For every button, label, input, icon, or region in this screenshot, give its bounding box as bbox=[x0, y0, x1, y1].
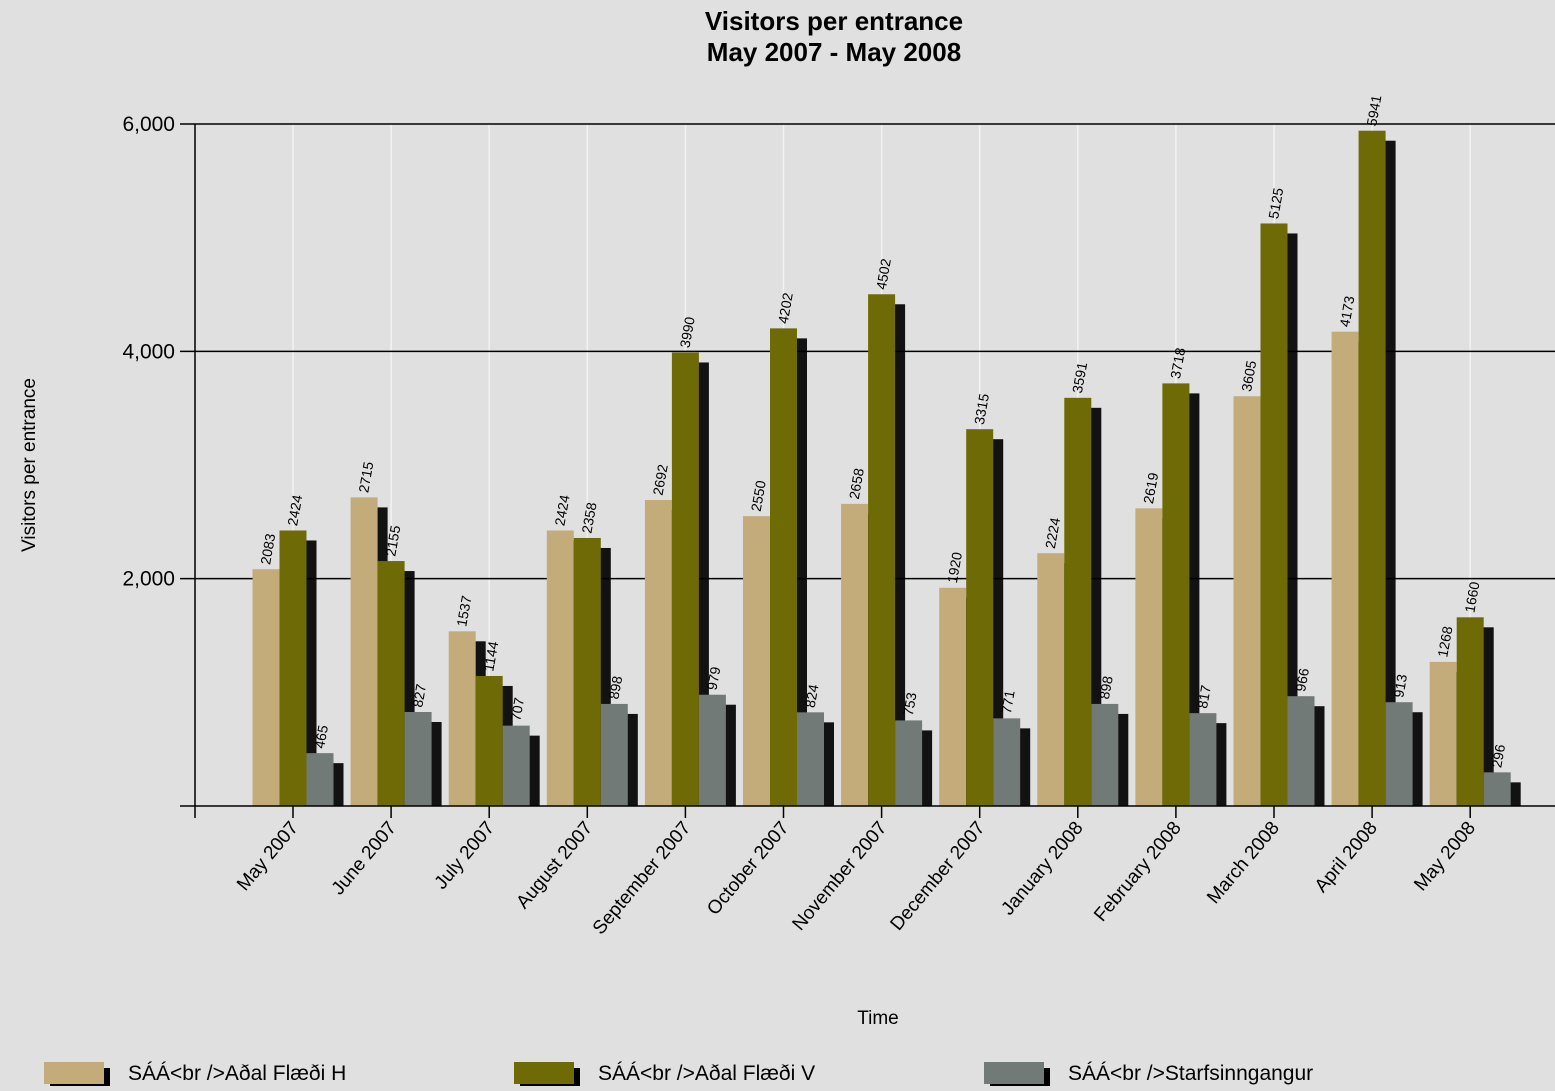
bar bbox=[1091, 703, 1119, 806]
bar bbox=[1456, 617, 1484, 806]
data-label: 2224 bbox=[1042, 516, 1063, 550]
data-label: 2358 bbox=[578, 501, 599, 535]
bar bbox=[279, 530, 307, 806]
bar bbox=[797, 712, 824, 806]
bar bbox=[600, 703, 628, 806]
data-label: 3315 bbox=[971, 392, 992, 426]
data-label: 3605 bbox=[1238, 359, 1259, 393]
data-label: 979 bbox=[704, 665, 724, 691]
bar bbox=[475, 675, 503, 806]
data-label: 1537 bbox=[453, 594, 474, 628]
bar bbox=[306, 753, 334, 806]
data-label: 296 bbox=[1488, 743, 1508, 769]
y-tick-label: 4,000 bbox=[122, 340, 175, 363]
data-label: 2424 bbox=[551, 493, 572, 527]
bar bbox=[1287, 696, 1315, 806]
bar bbox=[841, 503, 869, 806]
bar bbox=[448, 631, 476, 806]
data-label: 5941 bbox=[1363, 94, 1384, 128]
bar bbox=[993, 718, 1021, 806]
data-label: 2083 bbox=[257, 532, 278, 566]
data-label: 5125 bbox=[1265, 186, 1286, 220]
data-label: 1144 bbox=[480, 640, 501, 673]
data-label: 3990 bbox=[677, 315, 698, 349]
bar bbox=[404, 711, 432, 806]
bar bbox=[1037, 553, 1065, 806]
data-label: 4502 bbox=[873, 257, 894, 291]
legend-swatch bbox=[514, 1062, 574, 1084]
bar bbox=[573, 537, 601, 806]
legend-label: SÁÁ<br />Aðal Flæði V bbox=[598, 1062, 815, 1085]
bar bbox=[770, 328, 797, 806]
data-label: 707 bbox=[507, 696, 527, 722]
bar bbox=[1189, 713, 1217, 806]
data-label: 753 bbox=[900, 691, 920, 717]
data-label: 2658 bbox=[846, 467, 867, 501]
data-label: 2155 bbox=[382, 524, 403, 558]
bar bbox=[1385, 702, 1413, 806]
data-label: 1268 bbox=[1434, 625, 1455, 659]
bar bbox=[350, 497, 378, 806]
bar bbox=[1135, 508, 1163, 806]
bar bbox=[1331, 331, 1359, 806]
data-label: 1660 bbox=[1461, 580, 1482, 614]
y-tick-label: 6,000 bbox=[122, 113, 175, 136]
bar bbox=[743, 516, 770, 806]
bar bbox=[939, 587, 967, 806]
legend-label: SÁÁ<br />Aðal Flæði H bbox=[128, 1062, 346, 1085]
bars bbox=[252, 130, 1511, 807]
chart-title: Visitors per entrance bbox=[705, 6, 963, 36]
bar bbox=[895, 720, 923, 806]
bar bbox=[252, 569, 280, 806]
data-labels: 2083 2715 1537 2424 2692 2550 2658 1920 2224 2619… bbox=[257, 94, 1508, 769]
data-label: 824 bbox=[802, 683, 822, 709]
bar bbox=[1429, 661, 1457, 806]
bar bbox=[1358, 130, 1386, 807]
bar bbox=[1064, 397, 1092, 806]
legend: SÁÁ<br />Aðal Flæði H SÁÁ<br />Aðal Flæði… bbox=[44, 1062, 1313, 1090]
data-label: 2424 bbox=[284, 493, 305, 527]
data-label: 3591 bbox=[1069, 361, 1090, 395]
data-label: 2692 bbox=[650, 463, 671, 497]
data-label: 898 bbox=[605, 674, 625, 700]
data-label: 2619 bbox=[1140, 471, 1161, 505]
y-tick-label: 2,000 bbox=[122, 568, 175, 591]
bar bbox=[1260, 223, 1288, 807]
data-label: 4202 bbox=[775, 291, 796, 325]
data-label: 966 bbox=[1292, 667, 1312, 693]
data-label: 817 bbox=[1194, 684, 1214, 710]
bar bbox=[966, 429, 994, 806]
bar bbox=[546, 530, 574, 806]
data-label: 4173 bbox=[1336, 295, 1357, 329]
data-label: 913 bbox=[1390, 673, 1410, 699]
data-label: 771 bbox=[998, 689, 1018, 715]
bar bbox=[698, 694, 726, 806]
chart-subtitle: May 2007 - May 2008 bbox=[707, 37, 961, 67]
bar bbox=[671, 352, 699, 806]
bar bbox=[1162, 383, 1190, 806]
data-label: 1920 bbox=[944, 551, 965, 585]
data-label: 2715 bbox=[355, 460, 376, 494]
data-label: 827 bbox=[409, 683, 429, 709]
bar bbox=[644, 500, 672, 806]
data-label: 465 bbox=[311, 724, 331, 750]
bar bbox=[377, 561, 405, 806]
data-label: 898 bbox=[1096, 674, 1116, 700]
data-label: 2550 bbox=[748, 479, 769, 513]
legend-swatch bbox=[44, 1062, 104, 1084]
legend-label: SÁÁ<br />Starfsinngangur bbox=[1068, 1062, 1313, 1085]
bar bbox=[868, 294, 896, 806]
x-axis-title: Time bbox=[857, 1008, 899, 1029]
bar bbox=[502, 725, 530, 806]
bar bbox=[1483, 772, 1511, 806]
legend-swatch bbox=[984, 1062, 1044, 1084]
bar bbox=[1233, 396, 1261, 806]
y-axis-title: Visitors per entrance bbox=[19, 378, 40, 552]
data-label: 3718 bbox=[1167, 346, 1188, 380]
